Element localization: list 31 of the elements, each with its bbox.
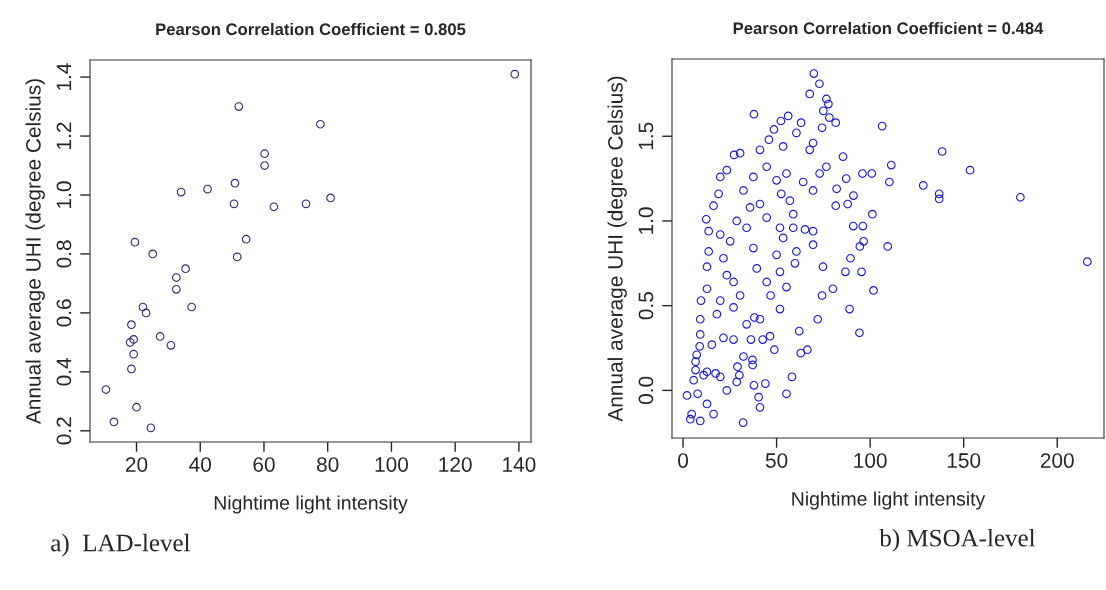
x-tick-label: 60 xyxy=(253,457,275,472)
y-tick-label: 1.0 xyxy=(56,181,72,208)
y-tick-label: 1.5 xyxy=(638,122,654,150)
chart-title: Pearson Correlation Coefficient = 0.484 xyxy=(733,21,1044,35)
y-tick-label: 0.6 xyxy=(56,299,72,327)
chart-title: Pearson Correlation Coefficient = 0.805 xyxy=(156,22,466,36)
y-axis-title: Annual average UHI (degree Celsius) xyxy=(607,76,627,422)
y-tick-label: 1.4 xyxy=(56,63,72,90)
x-tick-label: 40 xyxy=(189,457,212,472)
text: b) MSOA-level xyxy=(879,528,1036,552)
x-tick-label: 100 xyxy=(854,453,887,468)
y-axis-title: Annual average UHI (degree Celsius) xyxy=(25,79,45,425)
x-axis-title: Nightime light intensity xyxy=(214,495,408,514)
x-tick-label: 50 xyxy=(765,453,788,468)
x-tick-label: 0 xyxy=(678,453,689,468)
y-tick-label: 0.4 xyxy=(56,357,72,386)
y-tick-label: 0.2 xyxy=(56,417,72,445)
x-tick-label: 150 xyxy=(947,453,981,468)
y-tick-label: 1.2 xyxy=(56,122,72,149)
x-tick-label: 200 xyxy=(1040,453,1074,468)
x-axis-title: Nightime light intensity xyxy=(792,491,986,510)
text: a) LAD-level xyxy=(51,533,191,557)
x-tick-label: 120 xyxy=(439,457,472,472)
x-tick-label: 80 xyxy=(317,457,339,472)
y-tick-label: 1.0 xyxy=(638,207,654,234)
y-tick-label: 0.0 xyxy=(638,376,654,405)
y-tick-label: 0.8 xyxy=(56,240,72,268)
y-tick-label: 0.5 xyxy=(638,292,654,320)
x-tick-label: 100 xyxy=(375,457,408,472)
x-tick-label: 140 xyxy=(503,457,536,472)
x-tick-label: 20 xyxy=(125,457,148,472)
